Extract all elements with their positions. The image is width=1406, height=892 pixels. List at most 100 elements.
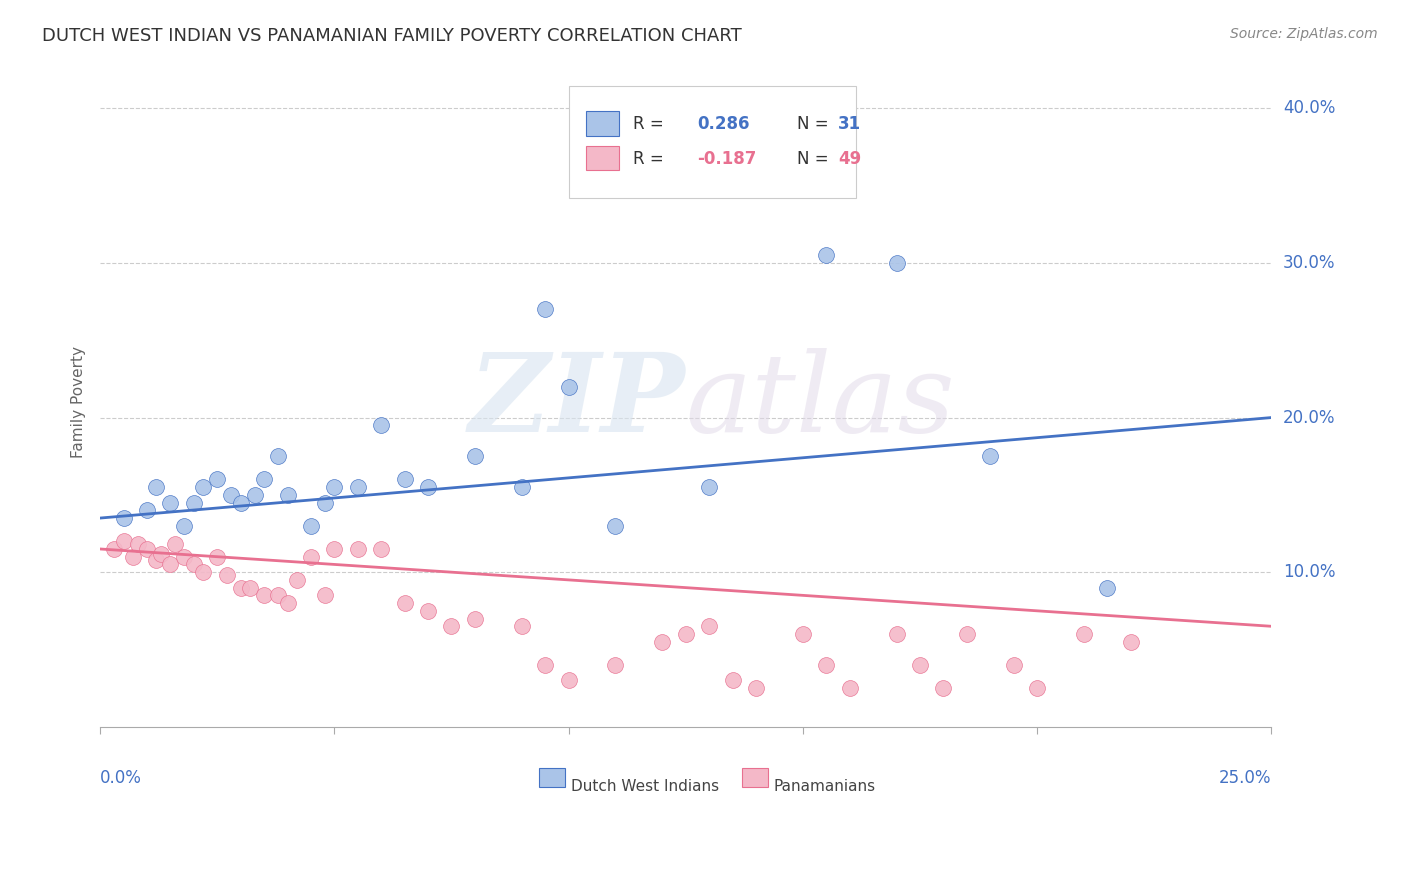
Point [183, 495, 205, 509]
Point [534, 302, 557, 317]
Point [221, 488, 243, 502]
Point [651, 634, 673, 648]
Point [745, 681, 768, 695]
Point [299, 549, 322, 564]
Text: 0.0%: 0.0% [100, 769, 142, 787]
Point [908, 657, 931, 672]
Point [886, 256, 908, 270]
Point [145, 480, 167, 494]
Y-axis label: Family Poverty: Family Poverty [72, 346, 86, 458]
Point [886, 627, 908, 641]
Point [314, 588, 336, 602]
Point [229, 581, 252, 595]
Text: 40.0%: 40.0% [1284, 99, 1336, 118]
Text: Dutch West Indians: Dutch West Indians [571, 779, 718, 794]
Text: ZIP: ZIP [470, 349, 686, 456]
Point [173, 549, 195, 564]
Point [557, 673, 579, 688]
Point [675, 627, 697, 641]
Point [1073, 627, 1095, 641]
Point [605, 518, 627, 533]
Text: 31: 31 [838, 114, 860, 133]
Text: 10.0%: 10.0% [1284, 563, 1336, 582]
Point [253, 472, 276, 486]
Text: DUTCH WEST INDIAN VS PANAMANIAN FAMILY POVERTY CORRELATION CHART: DUTCH WEST INDIAN VS PANAMANIAN FAMILY P… [42, 27, 742, 45]
Point [159, 558, 181, 572]
Point [207, 549, 229, 564]
Point [721, 673, 744, 688]
Point [605, 657, 627, 672]
Point [815, 248, 838, 262]
Point [346, 541, 368, 556]
Point [838, 681, 860, 695]
Point [394, 472, 416, 486]
Point [253, 588, 276, 602]
Point [299, 518, 322, 533]
FancyBboxPatch shape [568, 86, 856, 197]
Point [165, 537, 187, 551]
Point [159, 495, 181, 509]
Point [979, 449, 1001, 463]
Point [557, 379, 579, 393]
Text: 25.0%: 25.0% [1219, 769, 1271, 787]
Point [697, 480, 720, 494]
Point [112, 534, 135, 549]
Point [112, 511, 135, 525]
Text: 0.286: 0.286 [697, 114, 749, 133]
Point [1002, 657, 1025, 672]
Text: 20.0%: 20.0% [1284, 409, 1336, 426]
Point [267, 588, 290, 602]
Point [370, 418, 392, 433]
Text: Panamanians: Panamanians [773, 779, 876, 794]
Point [792, 627, 814, 641]
Point [346, 480, 368, 494]
Text: atlas: atlas [686, 349, 955, 456]
FancyBboxPatch shape [586, 112, 619, 136]
Point [122, 549, 145, 564]
Point [440, 619, 463, 633]
Point [416, 480, 439, 494]
Point [103, 541, 125, 556]
Point [207, 472, 229, 486]
Text: R =: R = [633, 114, 669, 133]
Point [464, 611, 486, 625]
FancyBboxPatch shape [742, 768, 768, 787]
Point [1026, 681, 1049, 695]
Point [697, 619, 720, 633]
Text: 30.0%: 30.0% [1284, 254, 1336, 272]
Point [323, 480, 346, 494]
Point [394, 596, 416, 610]
FancyBboxPatch shape [540, 768, 565, 787]
Point [193, 565, 215, 579]
Point [127, 537, 149, 551]
Point [510, 480, 533, 494]
Point [534, 657, 557, 672]
Point [229, 495, 252, 509]
Point [416, 604, 439, 618]
Point [370, 541, 392, 556]
Text: -0.187: -0.187 [697, 150, 756, 168]
Point [136, 541, 159, 556]
Point [215, 568, 238, 582]
Point [815, 657, 838, 672]
Point [183, 558, 205, 572]
Point [464, 449, 486, 463]
Point [136, 503, 159, 517]
Point [267, 449, 290, 463]
Text: Source: ZipAtlas.com: Source: ZipAtlas.com [1230, 27, 1378, 41]
Point [510, 619, 533, 633]
Point [285, 573, 308, 587]
Point [314, 495, 336, 509]
Point [956, 627, 979, 641]
Text: N =: N = [797, 150, 834, 168]
Text: 49: 49 [838, 150, 862, 168]
Text: N =: N = [797, 114, 834, 133]
Point [173, 518, 195, 533]
Text: R =: R = [633, 150, 669, 168]
Point [276, 488, 298, 502]
FancyBboxPatch shape [586, 145, 619, 170]
Point [323, 541, 346, 556]
Point [239, 581, 262, 595]
Point [193, 480, 215, 494]
Point [1097, 581, 1119, 595]
